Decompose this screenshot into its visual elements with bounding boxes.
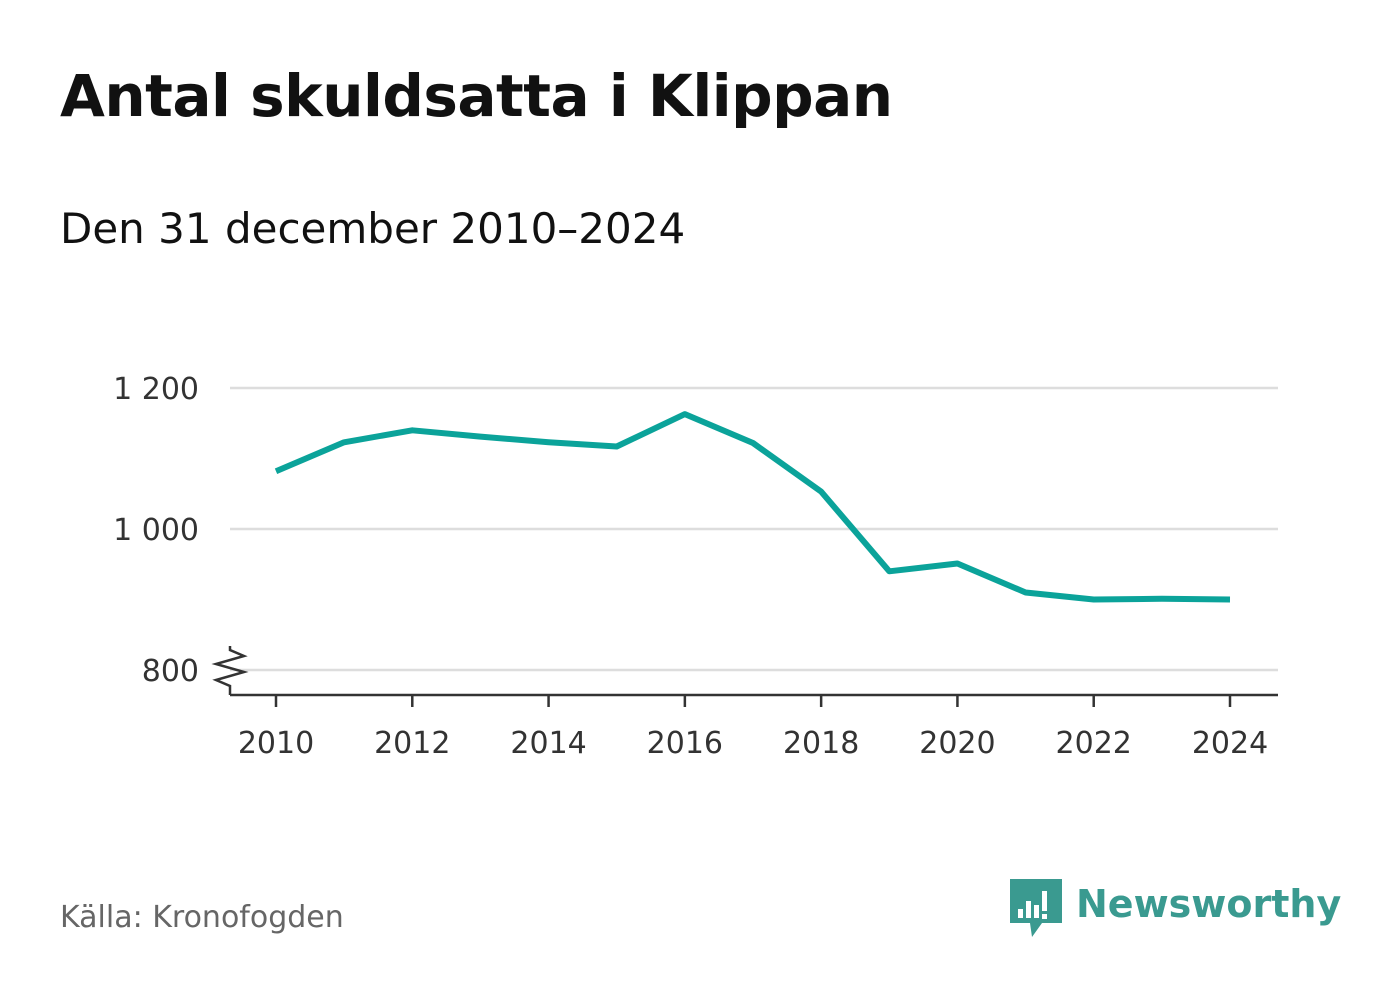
data-point: [614, 444, 620, 450]
data-point: [341, 439, 347, 445]
x-tick-label: 2010: [238, 726, 314, 761]
data-point: [954, 561, 960, 567]
data-point: [477, 434, 483, 440]
data-point: [750, 440, 756, 446]
x-tick-label: 2012: [374, 726, 450, 761]
data-point: [1227, 597, 1233, 603]
data-point: [546, 439, 552, 445]
data-point: [1159, 596, 1165, 602]
data-point: [682, 411, 688, 417]
y-tick-label: 800: [142, 654, 199, 689]
series-line: [274, 411, 1231, 603]
data-point: [273, 468, 279, 474]
x-tick-label: 2018: [783, 726, 859, 761]
brand-logo: Newsworthy: [1010, 878, 1341, 940]
x-tick-label: 2020: [919, 726, 995, 761]
x-tick-label: 2024: [1192, 726, 1268, 761]
newsworthy-logo-icon: [1010, 879, 1062, 937]
x-tick-label: 2022: [1056, 726, 1132, 761]
x-tick-label: 2016: [647, 726, 723, 761]
data-point: [818, 489, 824, 495]
chart-title: Antal skuldsatta i Klippan: [60, 62, 893, 130]
y-tick-label: 1 000: [113, 513, 199, 548]
data-point: [409, 427, 415, 433]
x-tick-label: 2014: [510, 726, 586, 761]
y-tick-label: 1 200: [113, 372, 199, 407]
brand-name: Newsworthy: [1076, 882, 1342, 926]
source-note: Källa: Kronofogden: [60, 900, 344, 935]
axis-break-icon: [211, 646, 249, 695]
data-point: [886, 568, 892, 574]
data-point: [1023, 589, 1029, 595]
data-point: [1091, 597, 1097, 603]
chart-subtitle: Den 31 december 2010–2024: [60, 204, 686, 253]
